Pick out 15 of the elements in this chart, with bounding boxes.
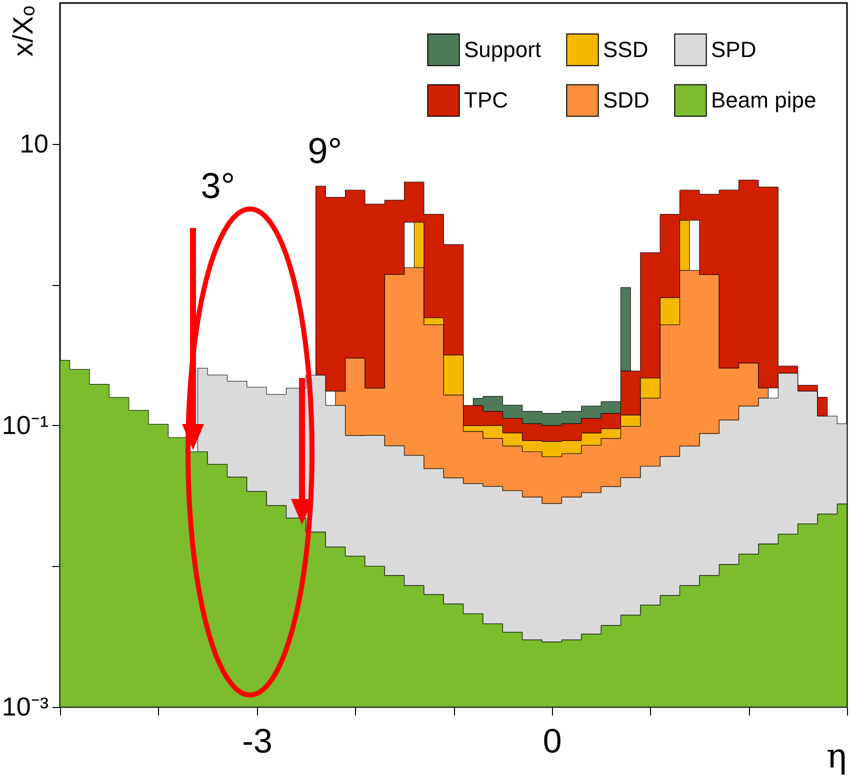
annotation: 3° [200,165,236,206]
annotation: 9° [308,130,342,171]
legend-label: Support [464,36,542,62]
legend-label: SSD [603,36,648,62]
legend-label: TPC [464,88,508,112]
y-axis-title: x/Xₒ [8,6,38,57]
x-axis-title: η [826,736,847,776]
y-tick-label: 10⁻¹ [2,410,49,440]
y-tick-label: 10 [20,128,48,158]
x-tick-label: -3 [242,722,272,760]
legend-label: SDD [603,88,650,112]
y-tick-label: 10⁻³ [2,692,49,722]
legend-label: Beam pipe [711,88,816,112]
legend-label: SPD [711,36,756,62]
x-tick-label: 0 [542,722,562,760]
